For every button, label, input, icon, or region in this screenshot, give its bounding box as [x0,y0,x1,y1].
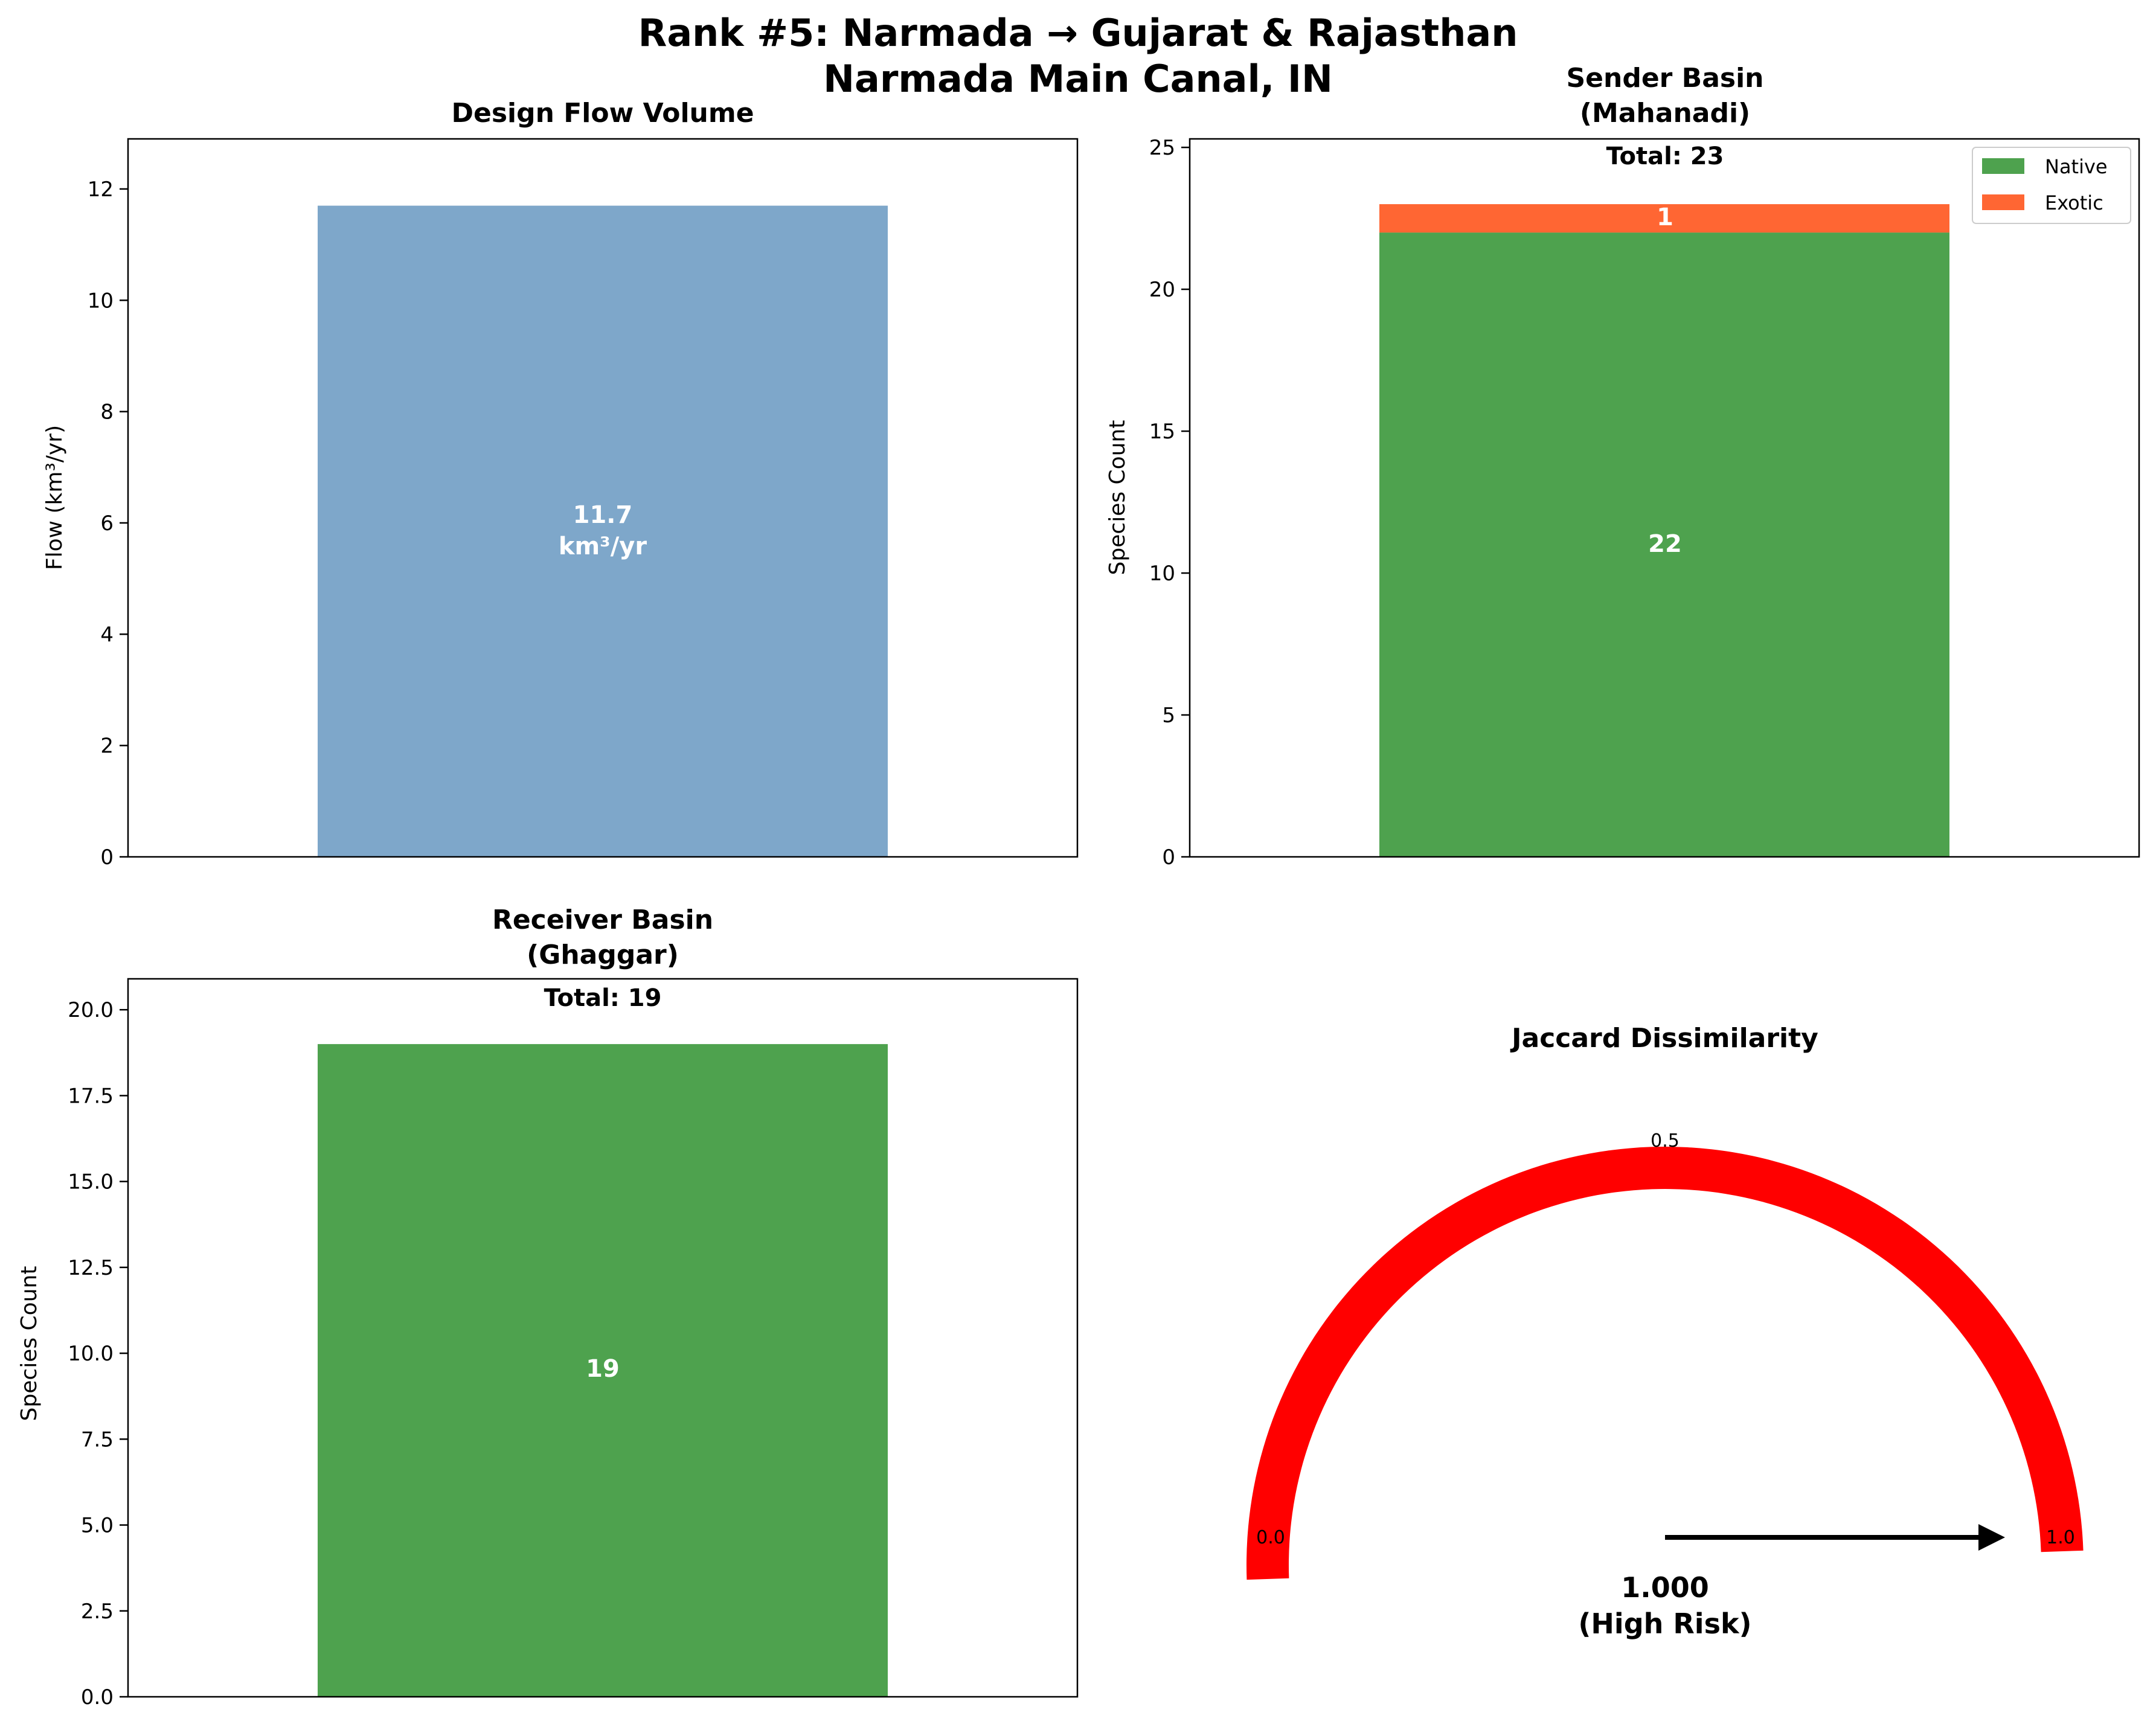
flow-y-tick-label: 8 [100,400,114,424]
flow-chart: Design Flow Volume 0 2 4 6 8 10 12 11.7 km³/yr… [42,98,1079,870]
flow-chart-title: Design Flow Volume [451,98,754,129]
receiver-y-tick-label: 2.5 [81,1600,114,1624]
receiver-y-tick-label: 5.0 [81,1514,114,1538]
legend-exotic-label: Exotic [2045,191,2103,214]
sender-y-tick-label: 0 [1162,845,1175,870]
sender-y-tick-label: 5 [1162,703,1175,728]
sender-exotic-value-label: 1 [1657,203,1673,231]
receiver-native-bar [318,1044,888,1697]
gauge-needle-arrowhead [1978,1524,2005,1551]
receiver-y-tick-label: 15.0 [68,1170,114,1194]
sender-total-label: Total: 23 [1606,143,1724,170]
gauge-tick-0: 0.0 [1256,1527,1285,1548]
receiver-y-tick-label: 12.5 [68,1256,114,1280]
sender-exotic-bar [1379,204,1949,233]
receiver-y-tick-label: 20.0 [68,998,114,1022]
flow-bar [318,205,888,857]
receiver-basin-chart: Receiver Basin (Ghaggar) 0.0 2.5 5.0 7.5 10.… [17,905,1079,1709]
receiver-y-tick-label: 7.5 [81,1427,114,1452]
flow-bar-value-label: 11.7 [573,501,633,529]
gauge-title: Jaccard Dissimilarity [1510,1023,1818,1054]
gauge-arc [1246,1147,2084,1580]
flow-plot-frame [127,138,1079,858]
receiver-chart-title-line2: (Ghaggar) [527,940,679,970]
flow-y-tick-label: 2 [100,734,114,758]
legend-native-label: Native [2045,155,2108,178]
sender-y-axis-label: Species Count [1105,420,1130,575]
flow-y-tick-label: 4 [100,623,114,647]
sender-legend: Native Exotic [1972,147,2131,224]
legend-exotic-swatch [1982,194,2024,210]
gauge-tick-1: 1.0 [2046,1527,2075,1548]
gauge-tick-05: 0.5 [1651,1130,1680,1152]
receiver-plot-frame [127,978,1079,1698]
figure-title-line2: Narmada Main Canal, IN [823,57,1333,101]
receiver-y-axis-label: Species Count [17,1266,42,1421]
receiver-y-tick-label: 0.0 [81,1685,114,1709]
sender-native-value-label: 22 [1648,530,1682,558]
flow-bar-unit-label: km³/yr [559,533,647,560]
receiver-y-tick-label: 10.0 [68,1342,114,1366]
figure-title-line1: Rank #5: Narmada → Gujarat & Rajasthan [638,11,1518,55]
legend-native-swatch [1982,158,2024,174]
sender-chart-title-line2: (Mahanadi) [1580,98,1750,129]
jaccard-gauge: Jaccard Dissimilarity 0.0 0.5 1.0 1.000 … [1246,1023,2084,1640]
sender-y-tick-label: 25 [1149,136,1175,160]
sender-chart-title-line1: Sender Basin [1566,63,1763,94]
flow-y-tick-label: 10 [88,289,114,313]
sender-y-tick-label: 10 [1149,562,1175,586]
sender-native-bar [1379,232,1949,857]
sender-y-tick-label: 15 [1149,420,1175,444]
gauge-risk-label: (High Risk) [1578,1607,1751,1640]
flow-y-tick-label: 0 [100,845,114,870]
flow-y-tick-label: 6 [100,511,114,536]
gauge-value-label: 1.000 [1621,1571,1709,1604]
sender-y-tick-label: 20 [1149,278,1175,302]
sender-plot-frame [1189,138,2140,858]
sender-basin-chart: Sender Basin (Mahanadi) 0 5 10 15 20 25 Total… [1105,63,2140,870]
receiver-bar-value-label: 19 [586,1355,620,1383]
receiver-total-label: Total: 19 [544,984,662,1012]
receiver-y-tick-label: 17.5 [68,1084,114,1108]
receiver-chart-title-line1: Receiver Basin [492,905,713,935]
flow-y-tick-label: 12 [88,178,114,202]
flow-y-axis-label: Flow (km³/yr) [42,425,67,570]
